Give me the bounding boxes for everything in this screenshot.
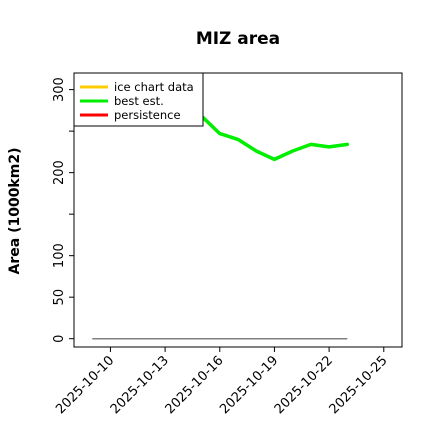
legend-label-ice-chart-data: ice chart data [114,80,194,94]
series-layer [90,100,350,340]
chart-title: MIZ area [196,29,280,49]
axis-layer: 0501002003002025-10-102025-10-132025-10-… [52,77,391,417]
y-axis-label: Area (1000km2) [7,148,23,275]
y-tick-label: 100 [52,243,67,268]
legend-label-persistence: persistence [114,108,181,122]
plot-area [73,72,403,348]
legend-label-best-est: best est. [114,94,164,108]
y-tick-label: 0 [52,335,67,343]
y-tick-label: 300 [52,77,67,102]
y-tick-label: 50 [52,289,67,306]
y-tick-label: 200 [52,160,67,185]
legend: ice chart data best est. persistence [73,72,204,127]
x-tick-label: 2025-10-25 [327,353,391,417]
